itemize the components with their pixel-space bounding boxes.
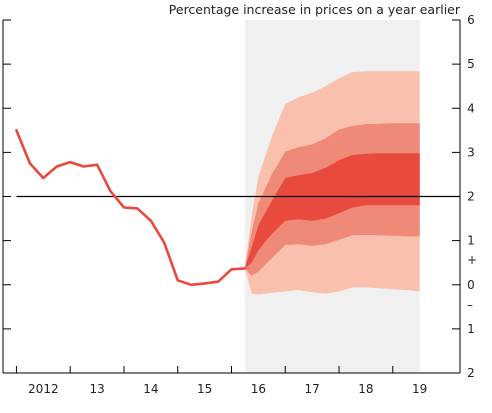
chart-title: Percentage increase in prices on a year …: [169, 2, 461, 17]
x-tick-label: 19: [412, 382, 427, 396]
y-tick-label: 6: [467, 13, 475, 27]
fan-bands: [244, 71, 420, 295]
y-tick-label: 1: [467, 234, 475, 248]
x-tick-label: 16: [251, 382, 266, 396]
x-tick-label: 18: [358, 382, 373, 396]
x-tick-label: 13: [89, 382, 104, 396]
y-axis-ticks: 6 5 4 3 2 1 0 1 2: [3, 13, 475, 380]
y-tick-label: 2: [467, 190, 475, 204]
y-tick-label: 5: [467, 57, 475, 71]
y-tick-label: 2: [467, 366, 475, 380]
y-axis-plus-sign: +: [467, 253, 477, 267]
y-tick-label: 4: [467, 101, 475, 115]
x-tick-label: 15: [197, 382, 212, 396]
x-tick-label: 17: [305, 382, 320, 396]
fan-band-inner: [244, 153, 420, 269]
x-axis-ticks: 2012 13 14 15 16 17 18 19: [15, 366, 427, 396]
x-tick-label: 14: [143, 382, 158, 396]
y-tick-label: 0: [467, 278, 475, 292]
x-tick-label: 2012: [28, 382, 59, 396]
y-axis-minus-sign: –: [467, 298, 473, 312]
series-line: [15, 129, 247, 287]
y-tick-label: 1: [467, 322, 475, 336]
y-tick-label: 3: [467, 145, 475, 159]
